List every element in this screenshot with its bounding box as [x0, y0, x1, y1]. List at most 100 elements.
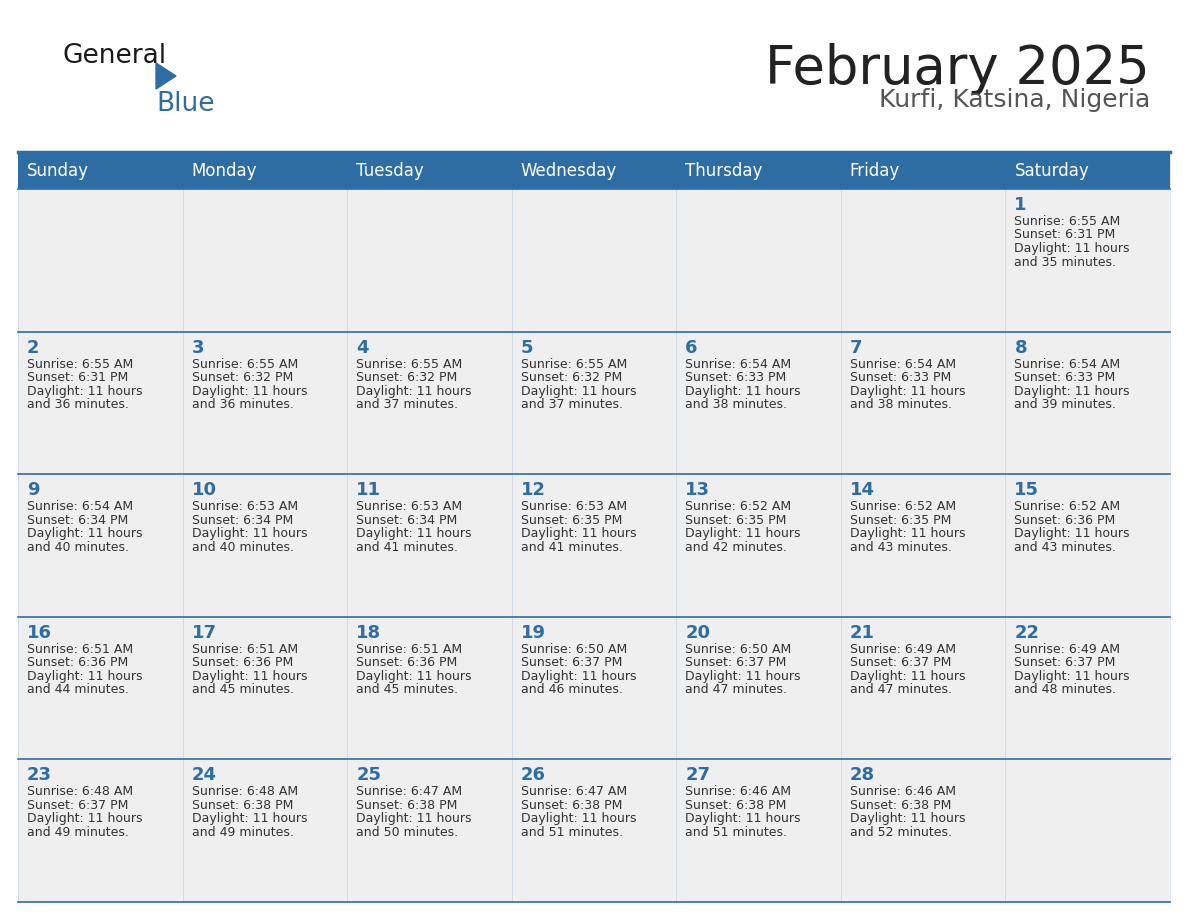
Text: Sunrise: 6:51 AM: Sunrise: 6:51 AM — [356, 643, 462, 655]
Text: Sunrise: 6:46 AM: Sunrise: 6:46 AM — [685, 786, 791, 799]
Text: Sunset: 6:32 PM: Sunset: 6:32 PM — [356, 371, 457, 384]
Text: 20: 20 — [685, 624, 710, 642]
Text: Sunrise: 6:55 AM: Sunrise: 6:55 AM — [520, 358, 627, 371]
Text: and 41 minutes.: and 41 minutes. — [520, 541, 623, 554]
Bar — [512, 189, 676, 331]
Text: 23: 23 — [27, 767, 52, 784]
Text: and 51 minutes.: and 51 minutes. — [520, 826, 623, 839]
Text: Daylight: 11 hours: Daylight: 11 hours — [685, 670, 801, 683]
Text: Daylight: 11 hours: Daylight: 11 hours — [27, 812, 143, 825]
Text: 10: 10 — [191, 481, 216, 499]
Text: Daylight: 11 hours: Daylight: 11 hours — [849, 670, 966, 683]
Bar — [676, 189, 841, 331]
Text: and 51 minutes.: and 51 minutes. — [685, 826, 788, 839]
Text: Daylight: 11 hours: Daylight: 11 hours — [356, 812, 472, 825]
Text: Sunrise: 6:52 AM: Sunrise: 6:52 AM — [849, 500, 956, 513]
Text: Sunset: 6:38 PM: Sunset: 6:38 PM — [849, 799, 952, 812]
Text: 12: 12 — [520, 481, 545, 499]
Bar — [1005, 153, 1170, 189]
Text: 16: 16 — [27, 624, 52, 642]
Text: Sunrise: 6:52 AM: Sunrise: 6:52 AM — [1015, 500, 1120, 513]
Text: Sunset: 6:38 PM: Sunset: 6:38 PM — [520, 799, 623, 812]
Text: 7: 7 — [849, 339, 862, 356]
Bar — [841, 617, 1005, 759]
Text: Sunrise: 6:55 AM: Sunrise: 6:55 AM — [27, 358, 133, 371]
Text: and 45 minutes.: and 45 minutes. — [191, 683, 293, 696]
Text: 14: 14 — [849, 481, 874, 499]
Bar — [18, 617, 183, 759]
Text: Sunrise: 6:50 AM: Sunrise: 6:50 AM — [520, 643, 627, 655]
Text: and 52 minutes.: and 52 minutes. — [849, 826, 952, 839]
Text: and 50 minutes.: and 50 minutes. — [356, 826, 459, 839]
Text: Sunrise: 6:48 AM: Sunrise: 6:48 AM — [27, 786, 133, 799]
Text: Kurfi, Katsina, Nigeria: Kurfi, Katsina, Nigeria — [879, 88, 1150, 112]
Text: Daylight: 11 hours: Daylight: 11 hours — [27, 670, 143, 683]
Bar — [1005, 617, 1170, 759]
Bar — [183, 617, 347, 759]
Text: Daylight: 11 hours: Daylight: 11 hours — [1015, 242, 1130, 255]
Text: Sunrise: 6:49 AM: Sunrise: 6:49 AM — [1015, 643, 1120, 655]
Text: Sunrise: 6:55 AM: Sunrise: 6:55 AM — [1015, 215, 1120, 228]
Text: Daylight: 11 hours: Daylight: 11 hours — [191, 670, 307, 683]
Text: 5: 5 — [520, 339, 533, 356]
Text: Sunday: Sunday — [27, 162, 89, 180]
Bar — [18, 189, 183, 331]
Text: Daylight: 11 hours: Daylight: 11 hours — [356, 385, 472, 397]
Text: 9: 9 — [27, 481, 39, 499]
Text: Sunset: 6:37 PM: Sunset: 6:37 PM — [1015, 656, 1116, 669]
Text: Daylight: 11 hours: Daylight: 11 hours — [27, 385, 143, 397]
Text: Daylight: 11 hours: Daylight: 11 hours — [356, 527, 472, 540]
Bar — [347, 189, 512, 331]
Text: 17: 17 — [191, 624, 216, 642]
Text: and 38 minutes.: and 38 minutes. — [849, 398, 952, 411]
Text: and 40 minutes.: and 40 minutes. — [191, 541, 293, 554]
Text: 21: 21 — [849, 624, 874, 642]
Bar — [841, 759, 1005, 902]
Text: and 42 minutes.: and 42 minutes. — [685, 541, 788, 554]
Text: and 41 minutes.: and 41 minutes. — [356, 541, 459, 554]
Bar — [512, 153, 676, 189]
Text: Sunrise: 6:47 AM: Sunrise: 6:47 AM — [520, 786, 627, 799]
Text: Sunrise: 6:54 AM: Sunrise: 6:54 AM — [849, 358, 956, 371]
Text: General: General — [62, 43, 166, 69]
Bar — [18, 153, 183, 189]
Text: Sunset: 6:38 PM: Sunset: 6:38 PM — [685, 799, 786, 812]
Text: and 36 minutes.: and 36 minutes. — [27, 398, 128, 411]
Text: and 37 minutes.: and 37 minutes. — [520, 398, 623, 411]
Text: Sunrise: 6:53 AM: Sunrise: 6:53 AM — [191, 500, 298, 513]
Text: Monday: Monday — [191, 162, 257, 180]
Text: Sunset: 6:36 PM: Sunset: 6:36 PM — [191, 656, 292, 669]
Text: 15: 15 — [1015, 481, 1040, 499]
Bar — [18, 759, 183, 902]
Text: 18: 18 — [356, 624, 381, 642]
Bar — [347, 759, 512, 902]
Text: February 2025: February 2025 — [765, 43, 1150, 95]
Text: Daylight: 11 hours: Daylight: 11 hours — [849, 527, 966, 540]
Text: and 43 minutes.: and 43 minutes. — [849, 541, 952, 554]
Text: and 47 minutes.: and 47 minutes. — [849, 683, 952, 696]
Text: Sunset: 6:37 PM: Sunset: 6:37 PM — [520, 656, 623, 669]
Text: 19: 19 — [520, 624, 545, 642]
Text: 25: 25 — [356, 767, 381, 784]
Text: Sunset: 6:35 PM: Sunset: 6:35 PM — [520, 514, 623, 527]
Bar — [512, 617, 676, 759]
Text: Daylight: 11 hours: Daylight: 11 hours — [191, 527, 307, 540]
Text: Saturday: Saturday — [1015, 162, 1089, 180]
Bar — [183, 759, 347, 902]
Text: Daylight: 11 hours: Daylight: 11 hours — [849, 385, 966, 397]
Bar — [347, 331, 512, 475]
Bar — [1005, 475, 1170, 617]
Text: and 37 minutes.: and 37 minutes. — [356, 398, 459, 411]
Text: Sunset: 6:35 PM: Sunset: 6:35 PM — [849, 514, 952, 527]
Bar — [676, 475, 841, 617]
Text: Sunrise: 6:49 AM: Sunrise: 6:49 AM — [849, 643, 956, 655]
Bar — [183, 475, 347, 617]
Text: and 49 minutes.: and 49 minutes. — [27, 826, 128, 839]
Text: Sunset: 6:34 PM: Sunset: 6:34 PM — [27, 514, 128, 527]
Bar — [18, 475, 183, 617]
Text: and 40 minutes.: and 40 minutes. — [27, 541, 129, 554]
Text: Sunrise: 6:53 AM: Sunrise: 6:53 AM — [356, 500, 462, 513]
Text: Daylight: 11 hours: Daylight: 11 hours — [1015, 385, 1130, 397]
Text: 2: 2 — [27, 339, 39, 356]
Text: Blue: Blue — [156, 91, 215, 117]
